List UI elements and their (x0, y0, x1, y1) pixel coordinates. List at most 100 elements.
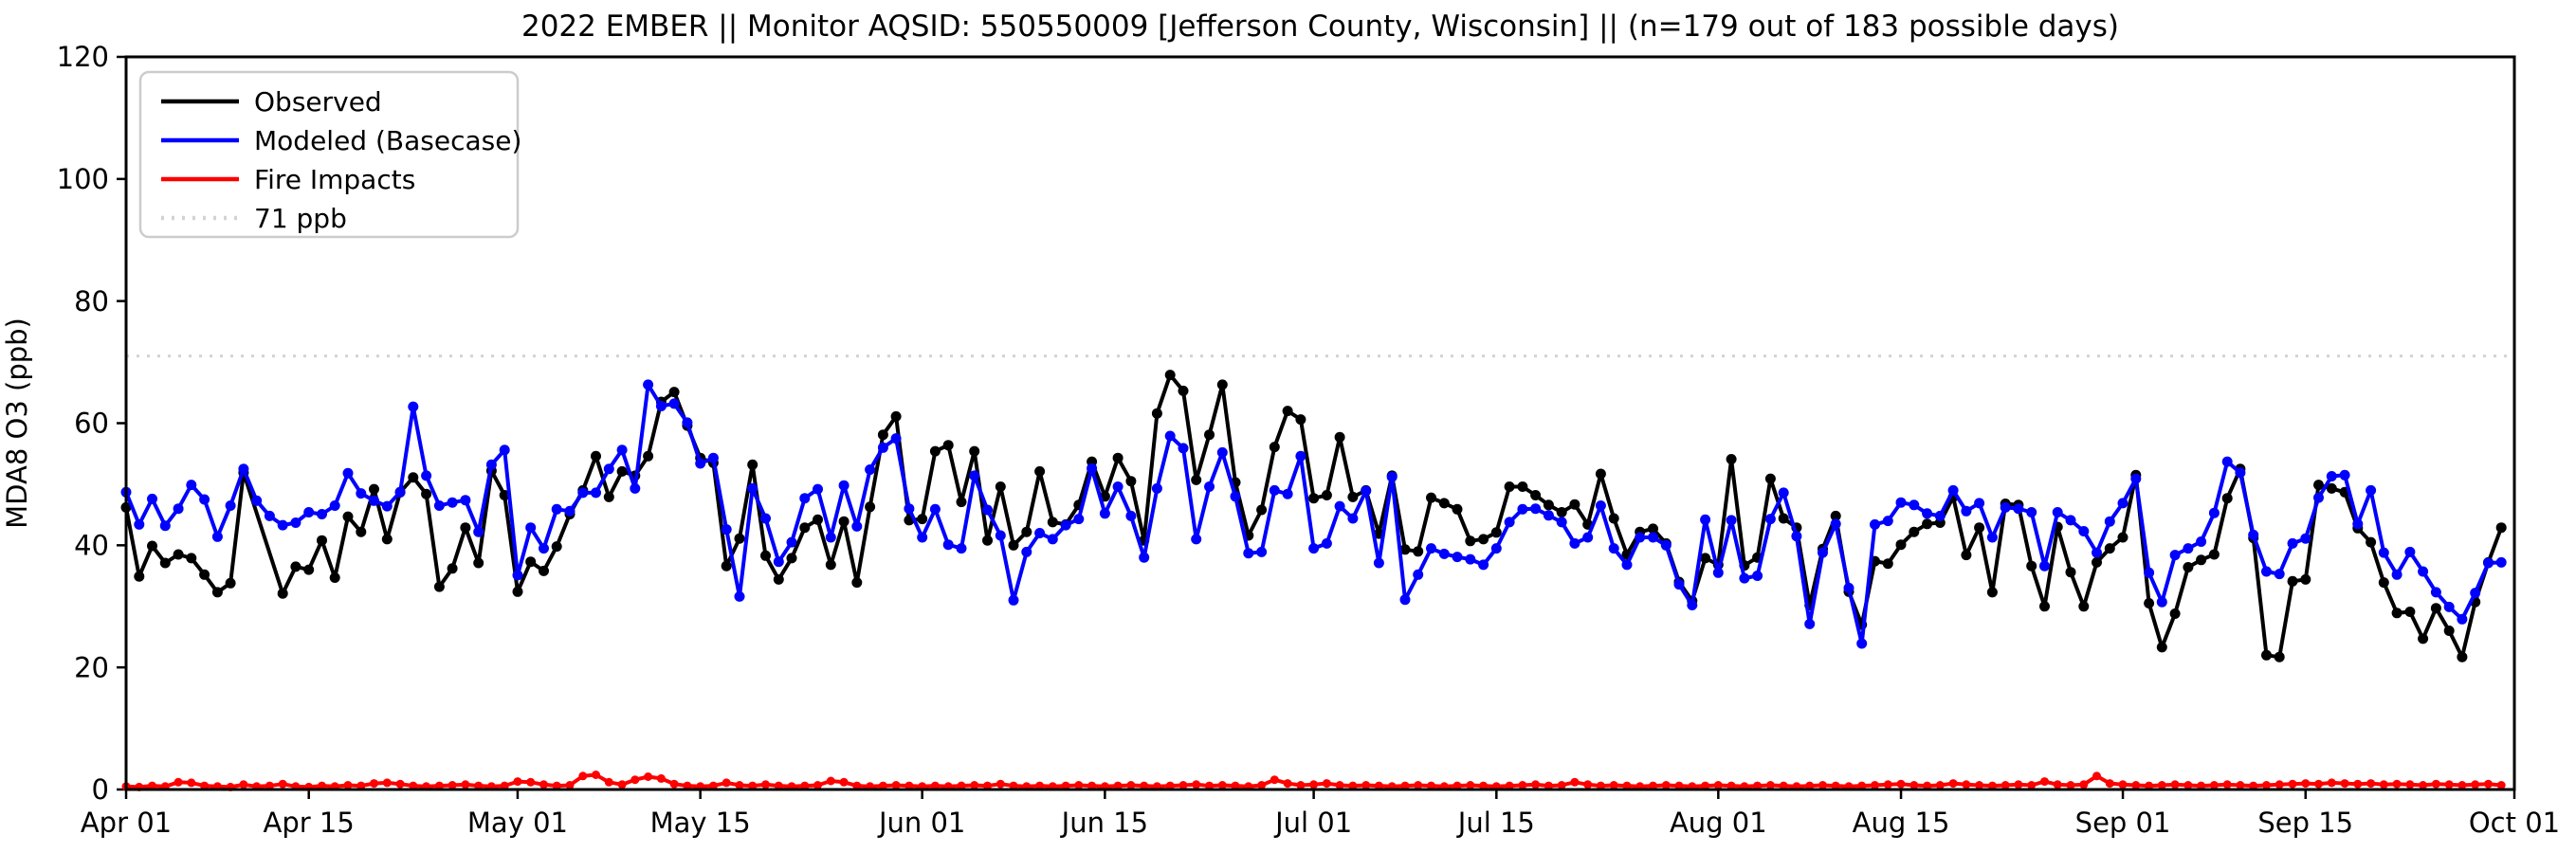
data-point (2443, 601, 2455, 612)
data-point (211, 587, 223, 598)
data-point (1231, 781, 1240, 790)
data-point (956, 497, 967, 508)
data-point (1830, 518, 1841, 530)
data-point (1125, 476, 1137, 487)
data-point (1282, 488, 1293, 499)
data-point (734, 590, 745, 602)
data-point (1687, 600, 1698, 610)
data-point (591, 450, 601, 462)
data-point (1465, 554, 1476, 565)
data-point (2495, 556, 2507, 568)
data-point (1961, 550, 1972, 561)
data-point (1009, 781, 1018, 790)
data-point (356, 526, 367, 537)
data-point (2430, 603, 2441, 614)
data-point (2065, 515, 2076, 526)
x-tick-label: Jul 01 (1273, 807, 1352, 839)
data-point (1635, 532, 1646, 543)
data-point (578, 771, 588, 781)
data-point (2222, 780, 2232, 789)
data-point (1764, 514, 1776, 525)
data-point (278, 779, 287, 789)
legend-item-71-ppb: 71 ppb (161, 203, 347, 234)
data-point (2209, 781, 2219, 789)
data-point (970, 781, 979, 789)
legend: Observed Modeled (Basecase) Fire Impacts 71… (138, 70, 521, 239)
data-point (552, 781, 561, 790)
data-point (1479, 781, 1489, 790)
data-point (473, 526, 484, 537)
data-point (591, 487, 601, 499)
data-point (996, 779, 1005, 789)
data-point (1230, 491, 1241, 502)
data-point (2131, 781, 2141, 789)
data-point (2404, 546, 2416, 557)
data-point (1269, 484, 1280, 496)
data-point (1113, 781, 1123, 790)
data-point (1452, 503, 1463, 515)
data-point (786, 536, 797, 548)
data-point (865, 464, 876, 475)
data-point (2300, 533, 2311, 544)
data-point (2444, 780, 2454, 789)
data-point (617, 780, 627, 789)
data-point (159, 557, 171, 569)
data-point (2419, 781, 2428, 789)
data-point (1621, 559, 1633, 571)
data-point (174, 777, 183, 787)
data-point (957, 781, 966, 790)
y-tick-label: 80 (74, 285, 109, 318)
data-point (2326, 482, 2337, 494)
data-point (421, 470, 432, 481)
data-point (1347, 513, 1359, 524)
data-point (669, 779, 679, 789)
data-point (2431, 779, 2440, 789)
data-point (1335, 781, 1344, 789)
data-point (1021, 526, 1032, 537)
data-point (1608, 543, 1619, 554)
data-point (485, 459, 497, 470)
data-point (1243, 548, 1254, 559)
data-point (408, 401, 419, 412)
data-point (1308, 493, 1320, 504)
data-point (760, 513, 771, 524)
data-point (356, 488, 367, 499)
data-point (148, 781, 156, 790)
data-point (1361, 485, 1372, 497)
data-point (2196, 554, 2207, 566)
data-point (370, 779, 378, 789)
data-point (1883, 780, 1892, 789)
data-point (1112, 452, 1124, 463)
data-point (565, 781, 575, 789)
data-point (2314, 779, 2323, 789)
data-point (1726, 454, 1737, 464)
data-point (2391, 608, 2402, 619)
data-point (707, 452, 719, 463)
data-point (1269, 442, 1280, 453)
data-point (2352, 518, 2364, 530)
data-point (2117, 532, 2128, 543)
data-point (1660, 539, 1672, 551)
data-point (2117, 498, 2128, 509)
modeled-basecase--series (120, 379, 2507, 649)
data-point (290, 561, 301, 572)
data-point (1779, 781, 1788, 790)
data-point (1334, 500, 1345, 512)
data-point (1583, 780, 1593, 789)
data-point (186, 480, 197, 491)
data-point (199, 494, 210, 505)
data-point (211, 531, 223, 542)
data-point (1047, 517, 1058, 528)
data-point (1818, 547, 1828, 558)
data-point (134, 571, 145, 582)
data-point (2430, 587, 2441, 598)
data-point (1595, 500, 1606, 511)
data-point (1882, 558, 1893, 570)
data-point (668, 387, 680, 398)
data-point (1934, 510, 1946, 521)
data-point (318, 781, 326, 790)
legend-box (138, 70, 520, 239)
data-point (761, 780, 770, 789)
data-point (1282, 406, 1293, 417)
